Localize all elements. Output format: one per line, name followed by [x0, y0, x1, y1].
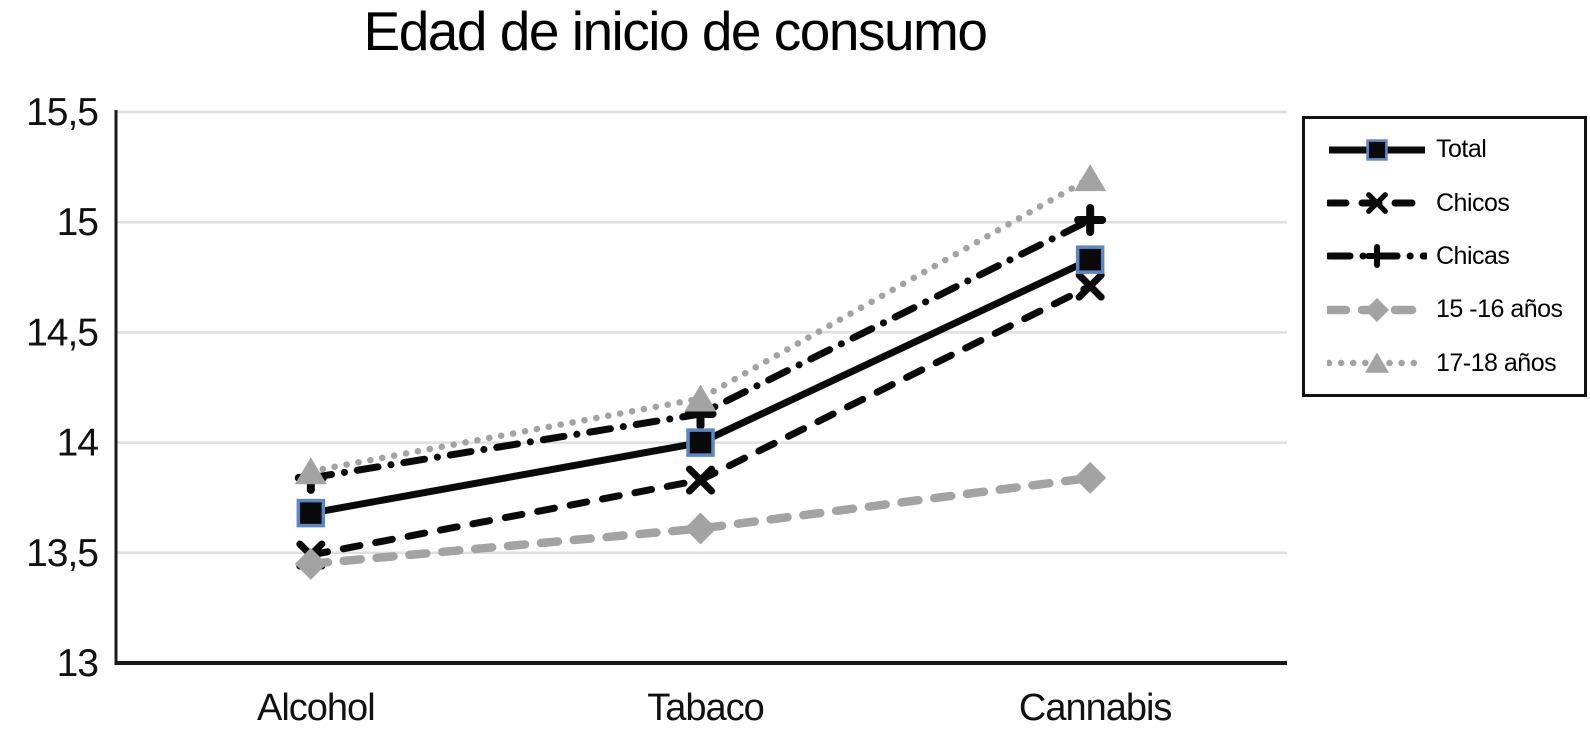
series-total: [296, 245, 1105, 528]
chart-title: Edad de inicio de consumo: [363, 0, 988, 62]
plus-marker: [1074, 203, 1107, 236]
legend-label: 17-18 años: [1436, 348, 1557, 377]
x-marker: [1366, 192, 1388, 214]
legend-item-chicos: Chicos: [1305, 177, 1584, 229]
legend-sample-total: [1329, 139, 1425, 161]
series-15-16-a-os: [294, 461, 1107, 580]
legend-label: Chicas: [1436, 241, 1510, 270]
square-marker: [1366, 139, 1388, 161]
x-axis-label: Alcohol: [257, 687, 375, 729]
y-tick-label: 14,5: [26, 311, 98, 354]
triangle-marker: [684, 384, 717, 412]
y-tick-label: 15,5: [26, 91, 98, 134]
y-tick-label: 13: [57, 642, 98, 685]
legend: Total Chicos Chicas 15 -16 años 17-18 añ…: [1302, 116, 1587, 397]
square-marker: [296, 498, 326, 528]
legend-item-total: Total: [1305, 124, 1584, 176]
x-axis-label: Cannabis: [1019, 687, 1172, 729]
x-marker: [686, 465, 715, 495]
legend-label: Chicos: [1436, 188, 1510, 217]
triangle-marker: [1074, 164, 1107, 192]
x-marker: [1075, 271, 1105, 301]
square-marker: [686, 428, 715, 457]
series-line: [306, 473, 1095, 569]
diamond-marker: [1074, 461, 1107, 494]
legend-sample-chicas: [1327, 244, 1427, 269]
square-marker: [1075, 245, 1105, 274]
legend-sample-17-18: [1327, 352, 1427, 373]
diamond-marker: [294, 547, 327, 580]
y-tick-label: 15: [57, 201, 99, 244]
series-17-18-a-os: [294, 164, 1107, 485]
legend-item-chicas: Chicas: [1305, 230, 1584, 282]
triangle-marker: [1365, 352, 1389, 373]
triangle-marker: [294, 457, 327, 485]
diamond-marker: [684, 512, 717, 545]
plus-marker: [1365, 244, 1389, 269]
y-tick-label: 14: [57, 422, 99, 465]
diamond-marker: [1365, 297, 1389, 322]
legend-sample-chicos: [1327, 192, 1427, 214]
x-axis-label: Tabaco: [647, 687, 764, 729]
legend-label: 15 -16 años: [1436, 295, 1563, 324]
legend-sample-15-16: [1327, 297, 1427, 322]
legend-item-15-16: 15 -16 años: [1305, 284, 1584, 336]
y-tick-label: 13,5: [26, 532, 98, 575]
legend-item-17-18: 17-18 años: [1305, 337, 1584, 389]
legend-label: Total: [1436, 135, 1487, 164]
